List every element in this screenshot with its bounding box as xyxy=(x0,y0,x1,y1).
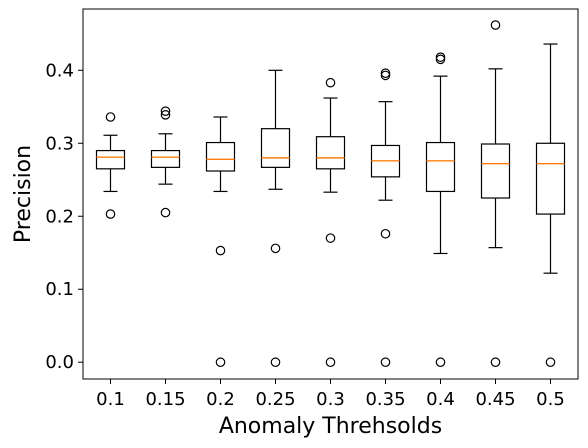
outlier-point xyxy=(270,243,281,254)
box xyxy=(535,142,566,215)
x-axis-label: Anomaly Threhsolds xyxy=(219,414,442,439)
outlier-point xyxy=(105,112,116,122)
outlier-point xyxy=(325,233,336,243)
x-tick-label: 0.3 xyxy=(316,389,345,410)
box xyxy=(205,141,236,172)
outlier-point xyxy=(490,20,501,30)
x-tick-label: 0.45 xyxy=(475,389,515,410)
y-tick-label: 0.0 xyxy=(45,352,74,373)
plot-area xyxy=(95,20,566,368)
x-tick-label: 0.4 xyxy=(426,389,455,410)
outlier-point xyxy=(160,110,171,120)
outlier-point xyxy=(215,245,226,256)
outlier-point xyxy=(545,357,556,368)
box xyxy=(95,149,126,170)
y-tick-label: 0.1 xyxy=(45,279,74,300)
y-tick-label: 0.4 xyxy=(45,60,74,81)
outlier-point xyxy=(435,52,446,62)
outlier-point xyxy=(435,357,446,368)
x-tick-label: 0.1 xyxy=(96,389,125,410)
outlier-point xyxy=(160,207,171,218)
y-axis-label: Precision xyxy=(11,145,36,243)
box xyxy=(315,136,346,170)
outlier-point xyxy=(105,209,116,219)
y-tick-label: 0.2 xyxy=(45,206,74,227)
outlier-point xyxy=(380,68,391,79)
outlier-point xyxy=(380,228,391,239)
outlier-point xyxy=(215,357,226,368)
y-tick-label: 0.3 xyxy=(45,133,74,154)
x-tick-label: 0.15 xyxy=(145,389,185,410)
box xyxy=(260,128,291,168)
outlier-point xyxy=(325,357,336,368)
box xyxy=(150,149,181,168)
x-tick-label: 0.25 xyxy=(255,389,295,410)
axes: 0.0 0.1 0.2 0.3 0.4 0.1 0.15 0.2 0.25 0.3 0.35 0.4 0… xyxy=(45,8,579,410)
box xyxy=(425,141,456,193)
outlier-point xyxy=(490,357,501,368)
outlier-point xyxy=(325,77,336,88)
x-tick-label: 0.5 xyxy=(536,389,565,410)
outlier-point xyxy=(160,106,171,116)
plot-frame xyxy=(82,8,579,380)
x-tick-label: 0.2 xyxy=(206,389,235,410)
outlier-point xyxy=(380,357,391,368)
outlier-point xyxy=(270,357,281,368)
box xyxy=(480,143,511,199)
x-tick-label: 0.35 xyxy=(365,389,405,410)
